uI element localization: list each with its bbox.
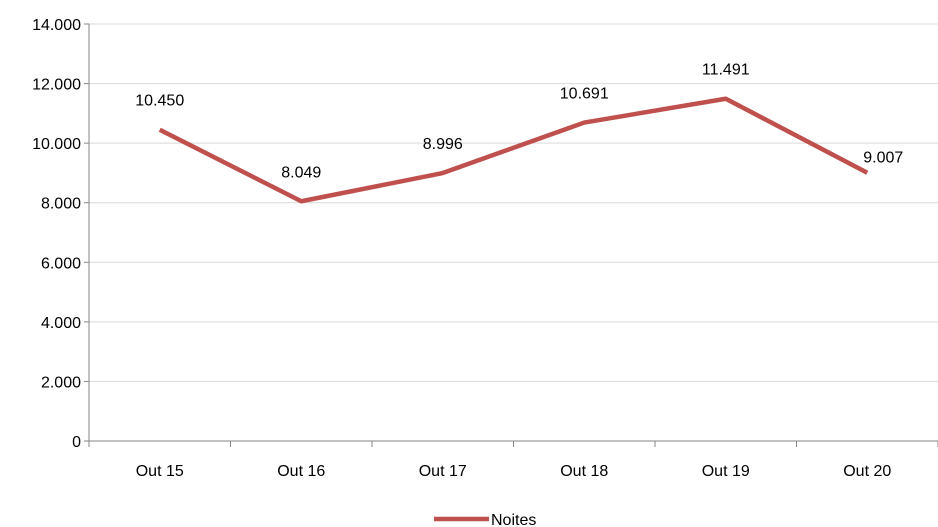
data-labels: 10.450 8.049 8.996 10.691 11.491 9.007 xyxy=(135,62,903,182)
y-axis-tick-labels: 0 2.000 4.000 6.000 8.000 10.000 12.000 14.000 xyxy=(32,17,81,451)
data-label: 8.049 xyxy=(281,164,321,181)
y-tick-label: 2.000 xyxy=(41,374,81,391)
x-tick-label: Out 19 xyxy=(702,463,750,480)
y-tick-label: 0 xyxy=(72,434,81,451)
y-tick-label: 10.000 xyxy=(32,136,81,153)
data-label: 8.996 xyxy=(423,136,463,153)
y-tick-label: 6.000 xyxy=(41,255,81,272)
x-tick-label: Out 18 xyxy=(560,463,608,480)
data-label: 10.450 xyxy=(135,93,184,110)
legend-label-noites: Noites xyxy=(491,512,536,527)
data-label: 10.691 xyxy=(560,86,609,103)
x-tick-label: Out 16 xyxy=(277,463,325,480)
series-line-noites xyxy=(158,96,869,204)
x-tick-label: Out 15 xyxy=(136,463,184,480)
y-tick-label: 4.000 xyxy=(41,315,81,332)
gridlines xyxy=(89,23,938,382)
y-tick-label: 12.000 xyxy=(32,77,81,94)
x-axis-tick-labels: Out 15 Out 16 Out 17 Out 18 Out 19 Out 20 xyxy=(136,463,892,480)
x-tick-label: Out 17 xyxy=(419,463,467,480)
axes xyxy=(84,23,938,447)
y-tick-label: 14.000 xyxy=(32,17,81,34)
data-label: 11.491 xyxy=(702,62,750,79)
y-tick-label: 8.000 xyxy=(41,196,81,213)
legend: Noites xyxy=(434,512,536,527)
x-tick-label: Out 20 xyxy=(843,463,891,480)
data-label: 9.007 xyxy=(863,150,903,167)
series-lines xyxy=(158,96,869,204)
